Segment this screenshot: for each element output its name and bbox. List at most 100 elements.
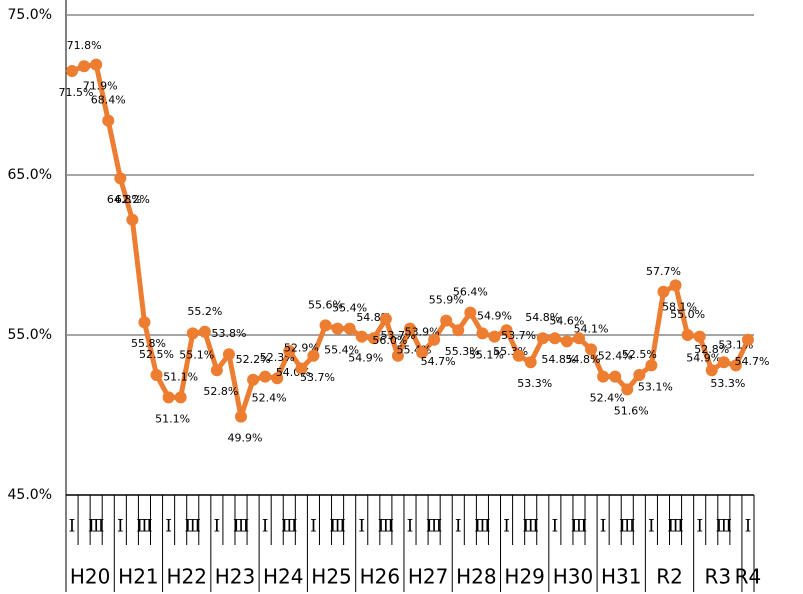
data-point — [343, 322, 356, 335]
data-point — [90, 58, 103, 71]
data-label: 54.8% — [541, 353, 576, 366]
year-label: H22 — [166, 565, 207, 589]
data-point — [210, 364, 223, 377]
year-label: R4 — [735, 565, 762, 589]
x-tick-label: Ⅲ — [136, 517, 152, 537]
data-label: 54.7% — [734, 355, 769, 368]
data-point — [66, 65, 79, 77]
data-label: 55.9% — [429, 294, 464, 307]
data-label: 55.3% — [445, 345, 480, 358]
data-label: 51.1% — [163, 370, 198, 383]
data-label: 55.8% — [131, 337, 166, 350]
year-label: R2 — [656, 565, 683, 589]
data-label: 54.8% — [566, 353, 601, 366]
data-point — [512, 349, 525, 362]
data-label: 71.5% — [59, 86, 94, 99]
data-label: 53.3% — [517, 377, 552, 390]
x-tick-label: Ⅰ — [455, 517, 462, 537]
year-label: H26 — [360, 565, 401, 589]
data-point — [452, 324, 465, 337]
x-tick-label: Ⅰ — [745, 517, 752, 537]
data-label: 58.1% — [662, 300, 697, 313]
data-point — [597, 370, 610, 383]
data-label: 52.4% — [252, 392, 287, 405]
y-tick-label: 55.0% — [8, 327, 52, 343]
data-label: 54.8% — [525, 311, 560, 324]
year-label: H28 — [456, 565, 497, 589]
year-label: H23 — [215, 565, 256, 589]
x-tick-label: Ⅰ — [358, 517, 365, 537]
data-point — [319, 319, 332, 332]
year-label: H29 — [504, 565, 545, 589]
data-point — [379, 313, 392, 325]
data-point — [585, 343, 598, 356]
data-point — [247, 373, 260, 386]
x-tick-label: Ⅰ — [503, 517, 510, 537]
data-point — [693, 330, 706, 343]
data-point — [729, 359, 742, 372]
data-label: 71.9% — [83, 80, 118, 93]
x-tick-label: Ⅲ — [378, 517, 394, 537]
x-tick-label: Ⅲ — [522, 517, 538, 537]
data-point — [717, 356, 730, 369]
x-tick-label: Ⅲ — [667, 517, 683, 537]
data-point — [548, 332, 561, 345]
x-tick-label: Ⅲ — [88, 517, 104, 537]
data-point — [609, 370, 622, 383]
x-tick-label: Ⅲ — [281, 517, 297, 537]
data-label: 55.1% — [469, 348, 504, 361]
x-tick-label: Ⅰ — [214, 517, 221, 537]
data-label: 55.2% — [187, 305, 222, 318]
data-label: 55.6% — [308, 298, 343, 311]
x-tick-label: Ⅰ — [310, 517, 317, 537]
data-label: 53.3% — [710, 377, 745, 390]
data-point — [681, 329, 694, 341]
data-point — [367, 332, 380, 345]
data-label: 56.0% — [372, 334, 407, 347]
data-point — [222, 348, 235, 361]
data-point — [235, 410, 248, 423]
y-tick-label: 65.0% — [8, 167, 52, 183]
data-point — [560, 335, 573, 348]
data-label: 54.1% — [574, 322, 609, 335]
x-tick-label: Ⅲ — [716, 517, 732, 537]
data-label: 52.5% — [139, 348, 174, 361]
data-point — [391, 349, 404, 362]
data-label: 51.1% — [155, 412, 190, 425]
data-point — [633, 369, 646, 381]
year-label: H30 — [553, 565, 594, 589]
x-tick-label: Ⅰ — [600, 517, 607, 537]
data-label: 54.9% — [477, 310, 512, 323]
data-label: 55.4% — [324, 344, 359, 357]
data-point — [476, 327, 489, 340]
data-label: 55.0% — [670, 308, 705, 321]
data-point — [150, 369, 163, 381]
data-point — [669, 279, 682, 292]
x-tick-label: Ⅲ — [474, 517, 490, 537]
year-label: H27 — [408, 565, 449, 589]
y-tick-label: 45.0% — [8, 487, 52, 503]
year-label: H20 — [70, 565, 111, 589]
data-label: 64.8% — [107, 193, 142, 206]
x-tick-label: Ⅲ — [329, 517, 345, 537]
data-label: 55.1% — [179, 348, 214, 361]
data-point — [572, 332, 585, 345]
year-label: R3 — [704, 565, 731, 589]
data-label: 51.6% — [614, 404, 649, 417]
data-point — [186, 327, 199, 340]
data-point — [331, 322, 344, 335]
data-point — [536, 332, 549, 345]
data-label: 54.9% — [686, 352, 721, 365]
data-point — [428, 333, 441, 346]
data-point — [524, 356, 537, 369]
x-tick-label: Ⅰ — [165, 517, 172, 537]
data-point — [283, 345, 296, 357]
data-label: 52.5% — [622, 348, 657, 361]
data-label: 55.4% — [332, 302, 367, 315]
data-point — [295, 362, 308, 375]
year-label: H31 — [601, 565, 642, 589]
x-tick-label: Ⅰ — [696, 517, 703, 537]
data-point — [404, 322, 416, 335]
data-point — [138, 316, 151, 329]
